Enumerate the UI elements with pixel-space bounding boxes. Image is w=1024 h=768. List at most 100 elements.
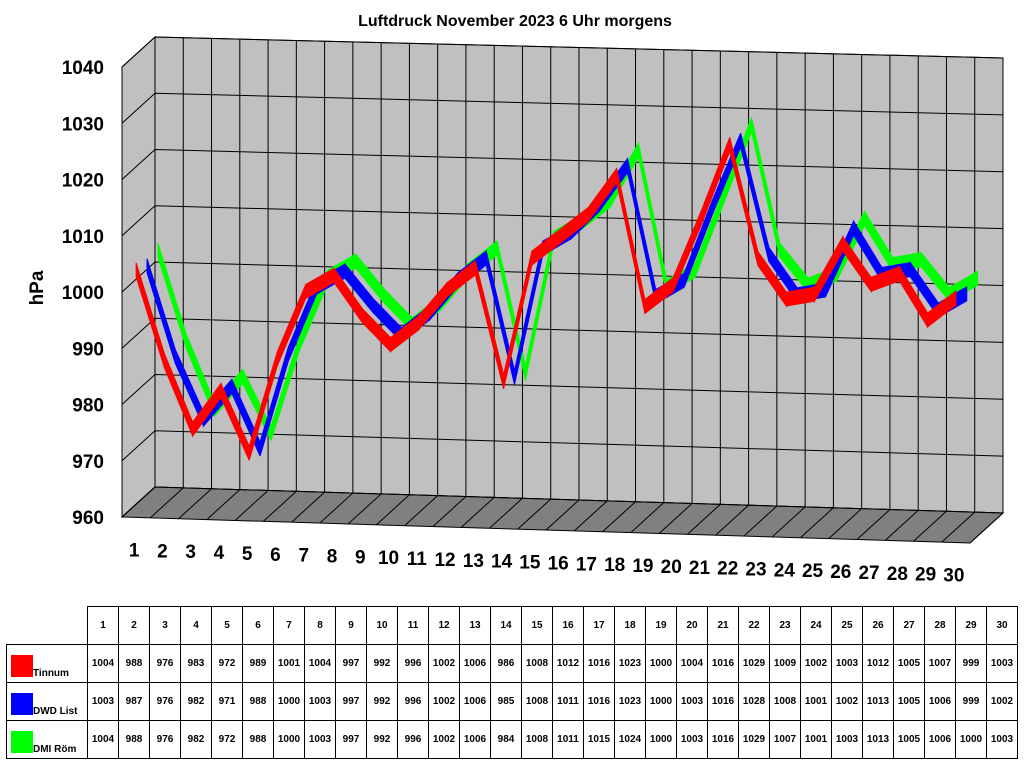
floor-line [178, 488, 212, 520]
x-tick-label: 29 [915, 565, 936, 586]
table-cell: 988 [118, 644, 150, 683]
data-point [485, 257, 487, 259]
table-cell: 992 [366, 682, 398, 721]
table-cell: 1006 [924, 682, 956, 721]
table-day-header: 17 [583, 606, 615, 645]
floor-line [969, 512, 1004, 544]
table-day-header: 27 [893, 606, 925, 645]
data-point [740, 139, 742, 141]
data-point [474, 267, 476, 269]
data-point [372, 305, 374, 307]
table-cell: 992 [366, 644, 398, 683]
floor-line [828, 508, 863, 540]
data-point [616, 174, 618, 176]
data-point [842, 243, 844, 245]
table-day-header: 7 [273, 606, 305, 645]
table-cell: 1000 [645, 720, 677, 759]
x-tick-label: 11 [407, 549, 428, 570]
data-table: 1 2 3 4 5 6 7 8 9 10 11 12 13 14 15 16 17 18 19 20 21 22 23 24 2… [6, 606, 1018, 759]
table-cell: 1003 [831, 644, 863, 683]
data-point [446, 289, 448, 291]
x-tick-label: 19 [632, 556, 653, 577]
table-cell: 983 [180, 644, 212, 683]
floor-line [771, 506, 806, 538]
data-point [637, 149, 639, 151]
table-cell: 997 [335, 644, 367, 683]
data-point [757, 258, 759, 260]
x-tick-label: 21 [689, 558, 711, 579]
y-tick-label: 960 [72, 508, 104, 529]
table-cell: 1006 [459, 644, 491, 683]
table-cell: 996 [397, 644, 429, 683]
table-day-header: 15 [521, 606, 553, 645]
table-cell: 1003 [986, 644, 1018, 683]
data-point [920, 259, 922, 261]
table-day-header: 9 [335, 606, 367, 645]
table-row: DWD List 1003 987 976 982 971 988 1000 1003 997 99… [6, 682, 1018, 721]
y-axis-label: hPa [27, 270, 48, 305]
table-cell: 1000 [645, 682, 677, 721]
table-cell: 1006 [459, 682, 491, 721]
x-axis-ticks: 1 2 3 4 5 6 7 8 9 10 11 12 13 14 15 16 17 18 19 20 21 22 23 24 2… [129, 540, 965, 586]
table-cell: 1008 [769, 682, 801, 721]
table-cell: 1016 [583, 682, 615, 721]
data-point [355, 260, 357, 262]
table-day-header: 25 [831, 606, 863, 645]
table-cell: 1001 [800, 720, 832, 759]
table-cell: 986 [490, 644, 522, 683]
floor-line [630, 502, 665, 533]
table-cell: 982 [180, 682, 212, 721]
table-cell: 1029 [738, 644, 770, 683]
floor-line [319, 492, 354, 524]
table-cell: 997 [335, 720, 367, 759]
table-cell: 1009 [769, 644, 801, 683]
data-point [751, 124, 753, 126]
table-cell: 1004 [304, 644, 336, 683]
table-day-header: 22 [738, 606, 770, 645]
table-cell: 1012 [552, 644, 584, 683]
x-tick-label: 17 [576, 554, 597, 575]
data-point [722, 197, 724, 199]
table-cell: 972 [211, 720, 243, 759]
table-cell: 984 [490, 720, 522, 759]
series-segment [927, 290, 957, 329]
data-point [298, 343, 300, 345]
data-point [785, 298, 787, 300]
table-cell: 999 [955, 644, 987, 683]
legend-label: DMI Röm [33, 744, 77, 755]
x-tick-label: 26 [830, 562, 851, 583]
data-point [524, 372, 526, 374]
chart-title: Luftdruck November 2023 6 Uhr morgens [358, 13, 672, 30]
data-point [242, 375, 244, 377]
table-cell: 1003 [304, 682, 336, 721]
table-day-header: 10 [366, 606, 398, 645]
table-cell: 1002 [428, 682, 460, 721]
table-cell: 971 [211, 682, 243, 721]
table-cell: 987 [118, 682, 150, 721]
table-day-header: 20 [676, 606, 708, 645]
table-cell: 1002 [986, 682, 1018, 721]
floor-line [404, 495, 439, 527]
table-cell: 1016 [707, 644, 739, 683]
x-tick-label: 24 [774, 560, 796, 581]
table-cell: 1000 [273, 720, 305, 759]
data-point [779, 249, 781, 251]
table-cell: 1002 [428, 720, 460, 759]
data-point [157, 249, 159, 251]
table-day-header: 1 [87, 606, 119, 645]
floor-line [121, 486, 156, 518]
data-point [672, 284, 674, 286]
floor-line [545, 499, 580, 531]
data-point [503, 381, 505, 383]
x-tick-label: 28 [887, 564, 908, 585]
table-day-header: 16 [552, 606, 584, 645]
data-point [513, 376, 515, 378]
table-day-header: 29 [955, 606, 987, 645]
data-point [700, 216, 702, 218]
data-point [609, 199, 611, 201]
table-cell: 1003 [676, 720, 708, 759]
table-day-header: 23 [769, 606, 801, 645]
table-day-header: 4 [180, 606, 212, 645]
x-tick-label: 14 [491, 552, 513, 573]
floor-line [149, 487, 184, 519]
